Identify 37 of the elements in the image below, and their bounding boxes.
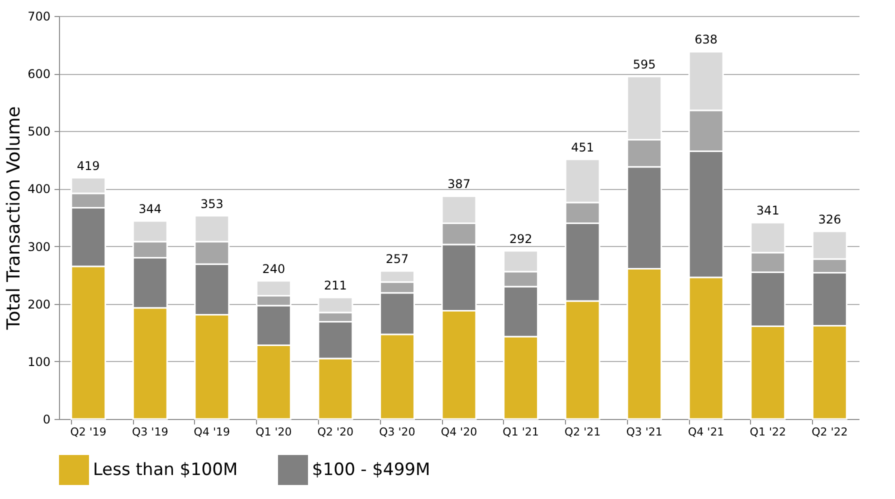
y-axis-title: Total Transaction Volume xyxy=(4,106,25,331)
total-label: 240 xyxy=(262,262,286,276)
total-label: 292 xyxy=(509,232,532,246)
y-tick-label: 0 xyxy=(42,412,50,426)
y-tick-label: 600 xyxy=(28,67,50,82)
y-tick-label: 700 xyxy=(28,10,50,24)
x-tick-label: Q2 '19 xyxy=(70,426,106,438)
x-tick-label: Q4 '20 xyxy=(440,426,478,438)
total-label: 344 xyxy=(138,202,162,216)
x-tick-label: Q2 '22 xyxy=(812,426,848,438)
x-tick-label: Q2 '20 xyxy=(317,426,354,438)
total-label: 595 xyxy=(632,57,656,72)
total-label: 326 xyxy=(818,212,842,226)
x-tick-label: Q1 '20 xyxy=(256,426,292,438)
x-tick-label: Q2 '21 xyxy=(564,426,601,438)
total-label: 387 xyxy=(448,177,470,192)
y-tick-label: 200 xyxy=(28,297,50,312)
total-label: 353 xyxy=(200,196,224,211)
total-label: 638 xyxy=(694,32,718,47)
x-tick-label: Q1 '22 xyxy=(750,426,786,438)
legend-label: $100 - $499M xyxy=(312,460,430,480)
y-tick-label: 100 xyxy=(28,354,50,369)
x-tick-label: Q1 '21 xyxy=(502,426,539,438)
x-tick-label: Q3 '21 xyxy=(626,426,662,438)
total-label: 211 xyxy=(324,278,347,293)
x-tick-label: Q4 '19 xyxy=(194,426,230,438)
y-tick-label: 400 xyxy=(28,182,50,196)
x-tick-label: Q3 '19 xyxy=(132,426,168,438)
y-tick-label: 300 xyxy=(28,240,50,254)
total-label: 451 xyxy=(571,140,594,154)
y-tick-label: 500 xyxy=(28,124,50,139)
total-label: 341 xyxy=(756,204,780,218)
x-tick-label: Q4 '21 xyxy=(688,426,724,438)
x-tick-label: Q3 '20 xyxy=(379,426,416,438)
legend-label: Less than $100M xyxy=(93,460,238,480)
total-label: 419 xyxy=(76,158,100,173)
total-label: 257 xyxy=(386,252,409,266)
